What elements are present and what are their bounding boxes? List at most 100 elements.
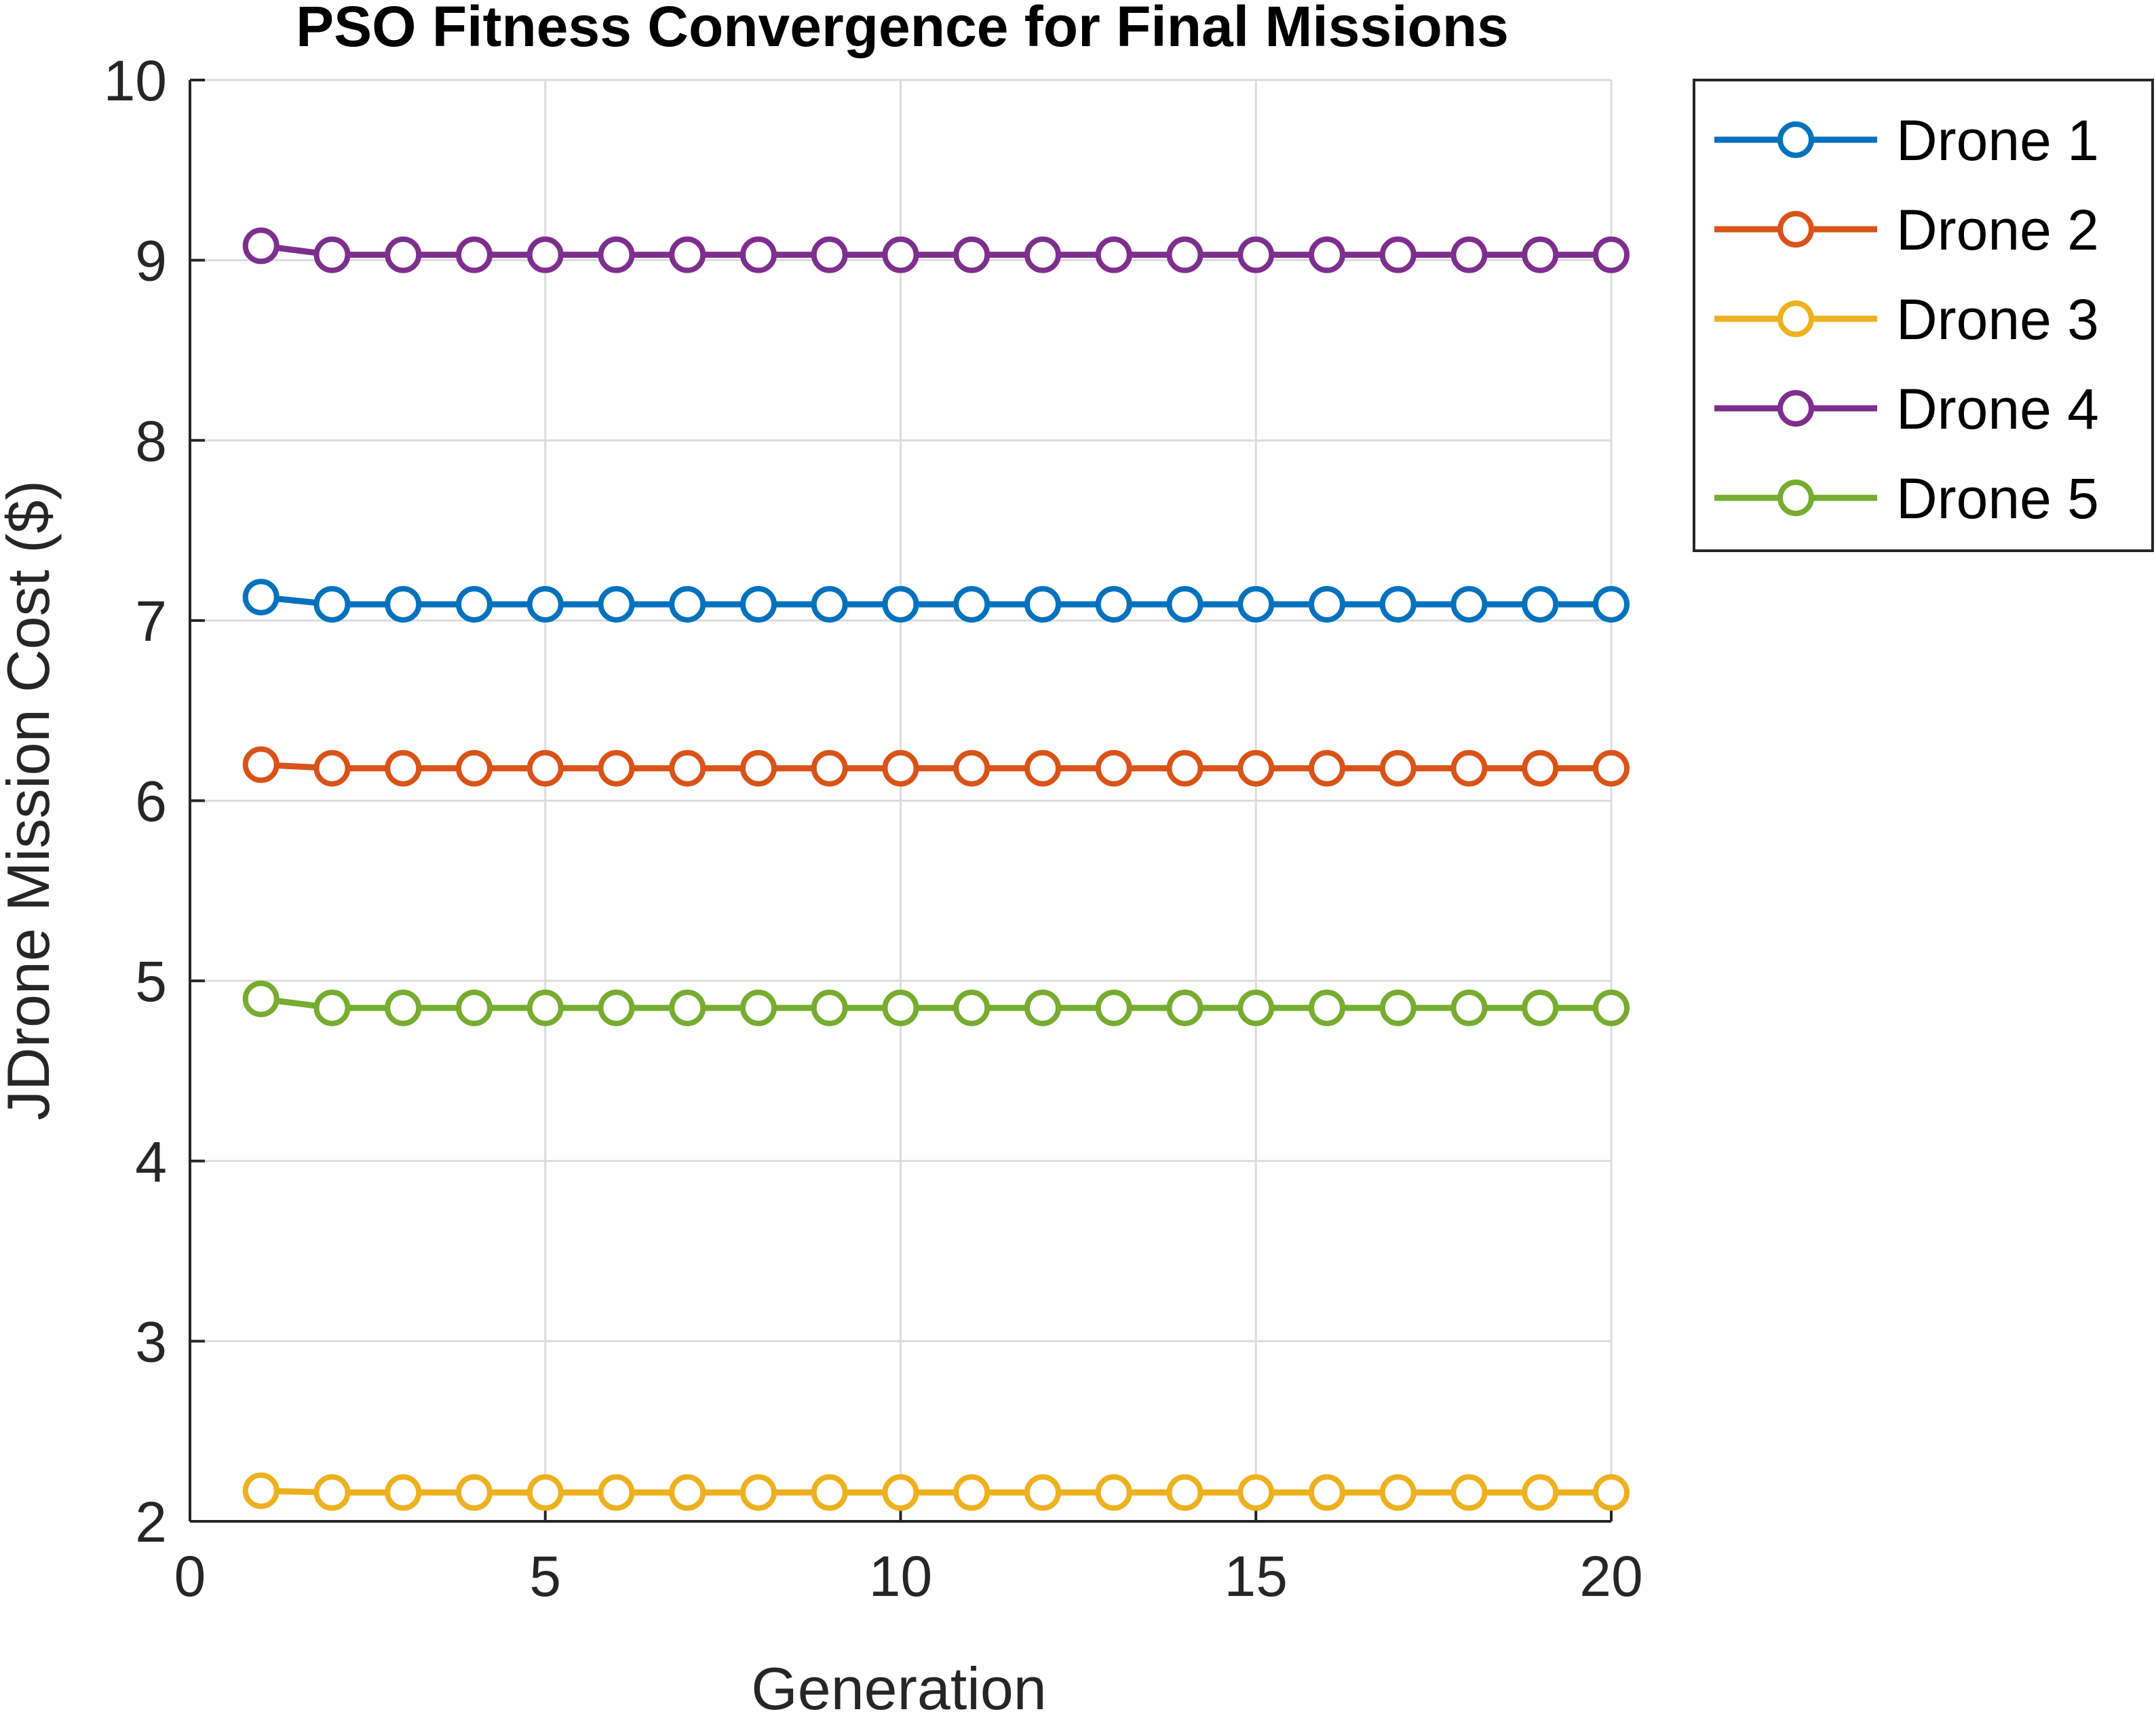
data-point [1095, 585, 1132, 623]
data-point [1379, 749, 1417, 787]
x-tick-label: 15 [1225, 1544, 1288, 1608]
data-point [598, 585, 635, 623]
data-point [456, 749, 493, 787]
data-point [882, 236, 919, 273]
legend-marker-swatch [1777, 300, 1814, 337]
data-point [669, 749, 706, 787]
data-point [811, 236, 848, 273]
data-point [1309, 585, 1345, 623]
data-point [1450, 989, 1488, 1026]
y-tick-label: 6 [135, 770, 167, 834]
data-point [526, 1474, 564, 1511]
data-point [1309, 989, 1345, 1026]
data-point [1166, 236, 1204, 273]
legend-label: Drone 5 [1896, 467, 2099, 530]
legend-entry-drone-5: Drone 5 [1714, 467, 2099, 530]
legend-entry-drone-3: Drone 3 [1714, 288, 2099, 351]
data-point [953, 585, 990, 623]
y-tick-label: 4 [135, 1130, 167, 1194]
data-point [1237, 1474, 1275, 1511]
data-point [1166, 749, 1204, 787]
data-point [740, 749, 777, 787]
data-point [669, 1474, 706, 1511]
data-point [598, 236, 635, 273]
data-point [1166, 585, 1204, 623]
data-point [1593, 236, 1630, 273]
data-point [456, 585, 493, 623]
data-point [811, 989, 848, 1026]
data-point [1166, 1474, 1204, 1511]
data-point [242, 1472, 280, 1509]
data-point [1379, 585, 1417, 623]
data-point [1522, 236, 1559, 273]
data-point [242, 746, 280, 783]
series-drone-3 [242, 1472, 1630, 1511]
data-point [1450, 585, 1488, 623]
data-point [1095, 1474, 1132, 1511]
data-point [1379, 236, 1417, 273]
data-point [313, 236, 351, 273]
data-point [811, 1474, 848, 1511]
y-tick-label: 3 [135, 1310, 167, 1373]
data-point [1024, 749, 1061, 787]
grid-lines [189, 79, 1613, 1523]
legend-marker-swatch [1777, 121, 1814, 158]
data-point [385, 749, 422, 787]
x-tick-label: 10 [869, 1544, 932, 1608]
legend-box [1693, 79, 2154, 552]
legend-marker-swatch [1777, 390, 1814, 427]
data-point [811, 585, 848, 623]
data-point [882, 989, 919, 1026]
data-point [1522, 989, 1559, 1026]
data-point [740, 585, 777, 623]
legend-label: Drone 3 [1896, 288, 2099, 351]
data-point [1024, 1474, 1061, 1511]
data-point [953, 749, 990, 787]
data-point [1024, 585, 1061, 623]
legend-marker-swatch [1777, 480, 1814, 516]
data-point [1095, 989, 1132, 1026]
y-tick-label: 2 [135, 1490, 167, 1554]
data-point [385, 989, 422, 1026]
series-group [242, 227, 1630, 1511]
data-point [1024, 236, 1061, 273]
data-point [740, 236, 777, 273]
data-point [313, 1474, 351, 1511]
data-point [669, 989, 706, 1026]
x-axis-label: Generation [751, 1655, 1046, 1716]
data-point [953, 236, 990, 273]
data-point [1095, 749, 1132, 787]
data-point [669, 585, 706, 623]
data-point [1379, 989, 1417, 1026]
data-point [456, 236, 493, 273]
data-point [1593, 1474, 1630, 1511]
data-point [740, 989, 777, 1026]
data-point [811, 749, 848, 787]
y-tick-label: 9 [135, 229, 167, 293]
series-drone-4 [242, 227, 1630, 273]
legend-label: Drone 2 [1896, 198, 2099, 262]
series-drone-1 [242, 579, 1630, 623]
chart-title: PSO Fitness Convergence for Final Missio… [296, 0, 1509, 58]
data-point [598, 1474, 635, 1511]
y-tick-label: 5 [135, 950, 167, 1013]
legend-entry-drone-4: Drone 4 [1714, 377, 2099, 441]
data-point [242, 579, 280, 616]
data-point [313, 749, 351, 787]
data-point [669, 236, 706, 273]
y-tick-label: 10 [104, 49, 167, 113]
data-point [526, 585, 564, 623]
x-tick-label: 5 [529, 1544, 561, 1608]
data-point [1522, 749, 1559, 787]
data-point [1024, 989, 1061, 1026]
legend-label: Drone 1 [1896, 109, 2099, 172]
data-point [385, 1474, 422, 1511]
data-point [1095, 236, 1132, 273]
legend: Drone 1 Drone 2 Drone 3 Drone 4 Drone 5 [1693, 79, 2154, 552]
y-axis-label: JDrone Mission Cost ($) [0, 480, 62, 1120]
data-point [953, 1474, 990, 1511]
data-point [882, 1474, 919, 1511]
data-point [1450, 236, 1488, 273]
